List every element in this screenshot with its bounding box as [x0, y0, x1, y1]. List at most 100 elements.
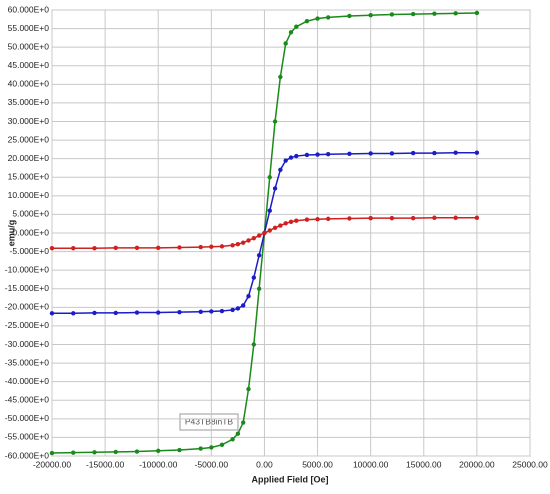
- y-tick-label: 35.000E+0: [8, 97, 50, 107]
- y-axis-label: emu/g: [6, 220, 16, 247]
- data-point: [432, 215, 437, 220]
- data-point: [347, 151, 352, 157]
- data-point: [368, 215, 373, 221]
- y-tick-label: -25.000E+0: [5, 320, 49, 330]
- data-point: [219, 308, 225, 314]
- data-point: [267, 228, 272, 233]
- data-point: [256, 233, 262, 238]
- y-tick-label: 25.000E+0: [8, 134, 50, 144]
- data-point: [92, 310, 97, 316]
- data-point: [113, 245, 118, 251]
- y-tick-label: -35.000E+0: [5, 357, 49, 367]
- data-point: [325, 152, 331, 157]
- data-point: [272, 186, 278, 191]
- data-point: [49, 450, 55, 456]
- data-point: [474, 10, 480, 16]
- data-point: [256, 253, 262, 258]
- data-point: [283, 158, 288, 163]
- data-point: [251, 275, 257, 280]
- y-tick-label: -50.000E+0: [5, 413, 49, 423]
- y-tick-label: 40.000E+0: [8, 79, 50, 89]
- data-point: [156, 310, 161, 315]
- data-point: [113, 310, 118, 316]
- x-tick-label: 10000.00: [353, 459, 389, 469]
- data-point: [272, 119, 278, 124]
- data-point: [246, 386, 251, 392]
- y-tick-label: -5.000E+0: [10, 246, 50, 256]
- data-point: [209, 309, 214, 314]
- data-point: [294, 24, 299, 29]
- data-point: [278, 167, 283, 173]
- data-point: [92, 450, 97, 455]
- y-tick-label: 20.000E+0: [8, 153, 50, 163]
- annotation: P43TB8inTB: [185, 416, 234, 426]
- data-point: [347, 216, 352, 221]
- x-axis-label: Applied Field [Oe]: [251, 474, 328, 484]
- x-tick-label: 0.00: [256, 459, 273, 469]
- data-point: [71, 311, 76, 316]
- data-point: [156, 448, 161, 453]
- data-point: [198, 446, 203, 451]
- x-tick-label: -20000.00: [33, 459, 72, 469]
- data-point: [304, 18, 310, 24]
- data-point: [246, 293, 251, 299]
- data-point: [177, 245, 182, 250]
- data-point: [251, 236, 257, 241]
- y-tick-label: -30.000E+0: [5, 339, 49, 349]
- data-point: [288, 30, 294, 35]
- data-point: [241, 420, 246, 425]
- data-point: [134, 245, 140, 251]
- data-point: [92, 246, 97, 251]
- y-tick-label: -20.000E+0: [5, 302, 49, 312]
- data-point: [209, 244, 214, 249]
- data-point: [410, 150, 416, 156]
- data-point: [230, 437, 235, 442]
- y-tick-label: 5.000E+0: [12, 209, 49, 219]
- data-point: [347, 13, 352, 19]
- data-point: [315, 217, 320, 222]
- data-point: [304, 152, 310, 158]
- data-point: [315, 152, 320, 157]
- data-point: [230, 243, 235, 248]
- y-tick-label: -10.000E+0: [5, 264, 49, 274]
- data-point: [49, 311, 55, 316]
- data-point: [474, 215, 480, 220]
- data-point: [219, 244, 225, 249]
- data-point: [294, 153, 299, 159]
- x-tick-label: -5000.00: [195, 459, 229, 469]
- data-point: [134, 310, 140, 315]
- data-point: [283, 41, 288, 46]
- data-point: [177, 309, 182, 315]
- data-point: [209, 445, 214, 450]
- y-tick-label: 55.000E+0: [8, 23, 50, 33]
- data-point: [251, 342, 257, 347]
- data-point: [432, 150, 437, 156]
- y-tick-label: -55.000E+0: [5, 432, 49, 442]
- data-point: [453, 215, 458, 220]
- data-point: [134, 449, 140, 454]
- data-point: [389, 151, 395, 156]
- data-point: [262, 230, 267, 236]
- data-point: [278, 74, 283, 80]
- y-tick-label: 15.000E+0: [8, 172, 50, 182]
- data-point: [241, 240, 246, 245]
- data-point: [219, 442, 225, 448]
- x-tick-label: 20000.00: [459, 459, 495, 469]
- x-tick-label: 25000.00: [512, 459, 548, 469]
- data-point: [325, 15, 331, 20]
- data-point: [294, 218, 299, 223]
- data-point: [246, 238, 251, 243]
- data-point: [453, 150, 458, 155]
- y-tick-label: 10.000E+0: [8, 190, 50, 200]
- x-tick-label: 15000.00: [406, 459, 442, 469]
- data-point: [272, 225, 278, 230]
- data-point: [278, 223, 283, 228]
- data-point: [283, 221, 288, 226]
- annotation-box: [179, 413, 239, 431]
- data-point: [241, 303, 246, 308]
- data-point: [474, 150, 480, 155]
- data-point: [230, 307, 235, 313]
- data-point: [432, 11, 437, 16]
- data-point: [325, 216, 331, 222]
- data-point: [288, 219, 294, 225]
